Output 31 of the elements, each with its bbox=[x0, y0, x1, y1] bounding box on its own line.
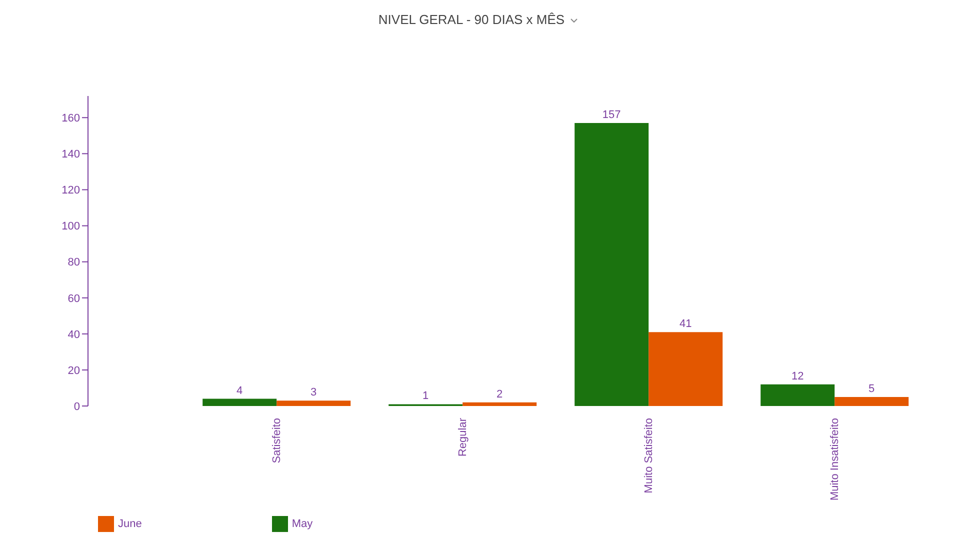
legend-label: May bbox=[292, 518, 313, 530]
data-label: 3 bbox=[310, 386, 317, 399]
chart-title: NIVEL GERAL - 90 DIAS x MÊS bbox=[378, 12, 565, 27]
y-tick-label: 140 bbox=[62, 148, 80, 161]
x-tick-label: Muito Satisfeito bbox=[643, 418, 655, 494]
y-tick-label: 40 bbox=[68, 328, 80, 341]
y-tick-label: 0 bbox=[74, 400, 80, 413]
y-tick-label: 100 bbox=[62, 220, 80, 233]
bar bbox=[276, 400, 351, 406]
data-label: 157 bbox=[602, 109, 621, 122]
data-label: 41 bbox=[679, 318, 692, 330]
y-tick-label: 160 bbox=[62, 112, 80, 125]
x-tick-label: Satisfeito bbox=[271, 418, 283, 464]
data-label: 2 bbox=[496, 388, 503, 400]
legend-label: June bbox=[118, 518, 142, 530]
y-tick-label: 120 bbox=[62, 184, 80, 197]
y-tick-label: 80 bbox=[68, 256, 80, 269]
data-label: 4 bbox=[236, 384, 243, 397]
bar bbox=[202, 398, 277, 406]
data-label: 5 bbox=[868, 382, 875, 395]
bar bbox=[760, 384, 835, 406]
bar bbox=[648, 332, 723, 406]
y-tick-label: 20 bbox=[68, 364, 80, 377]
bar bbox=[574, 123, 649, 406]
data-label: 12 bbox=[791, 370, 804, 382]
data-label: 1 bbox=[422, 390, 429, 402]
y-tick-label: 60 bbox=[68, 292, 80, 305]
bar bbox=[834, 396, 909, 406]
bar bbox=[462, 402, 537, 406]
x-tick-label: Muito Insatisfeito bbox=[829, 418, 841, 501]
x-tick-label: Regular bbox=[457, 418, 469, 457]
